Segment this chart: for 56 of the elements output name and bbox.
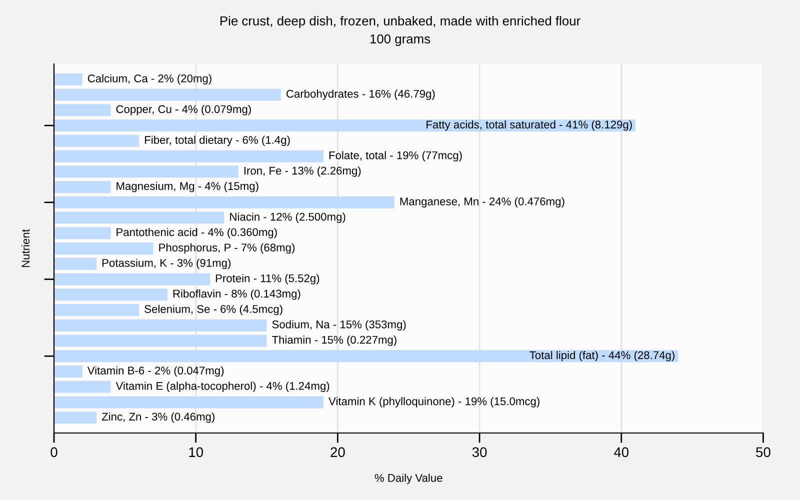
bar — [54, 396, 324, 408]
x-tick-label: 50 — [756, 447, 770, 458]
bar — [54, 412, 97, 424]
x-tick-label: 30 — [472, 447, 487, 458]
bar — [54, 104, 111, 116]
chart-title: Pie crust, deep dish, frozen, unbaked, made with enriched flour — [220, 16, 580, 28]
y-tick-label: Vitamin E (alpha-tocopherol) - 4% (1.24mg) — [116, 382, 330, 392]
bar — [54, 166, 238, 178]
bar — [54, 319, 267, 332]
bar — [54, 380, 111, 393]
bar — [54, 304, 140, 316]
y-tick-label: Potassium, K - 3% (91mg) — [102, 258, 231, 270]
bar — [54, 258, 97, 270]
y-tick-label: Manganese, Mn - 24% (0.476mg) — [400, 197, 564, 208]
y-tick-label: Iron, Fe - 13% (2.26mg) — [244, 166, 361, 177]
y-tick-label: Niacin - 12% (2.500mg) — [230, 212, 346, 223]
y-tick-label: Calcium, Ca - 2% (20mg) — [88, 74, 212, 85]
y-tick-label: Phosphorus, P - 7% (68mg) — [159, 243, 294, 254]
bar — [54, 120, 636, 132]
y-tick-label: Copper, Cu - 4% (0.079mg) — [116, 104, 251, 116]
bar — [54, 350, 678, 362]
x-tick-label: 0 — [50, 447, 58, 458]
bar — [54, 134, 140, 147]
bar — [54, 88, 281, 101]
chart-subtitle: 100 grams — [370, 34, 430, 46]
y-tick-label: Sodium, Na - 15% (353mg) — [272, 320, 406, 331]
y-tick-label: Vitamin B-6 - 2% (0.047mg) — [87, 366, 224, 377]
bar — [54, 273, 210, 286]
y-tick-label: Riboflavin - 8% (0.143mg) — [173, 289, 300, 300]
y-tick-label: Thiamin - 15% (0.227mg) — [272, 336, 396, 346]
y-tick-label: Magnesium, Mg - 4% (15mg) — [116, 182, 258, 192]
bar — [54, 242, 154, 254]
y-tick-label: Vitamin K (phylloquinone) - 19% (15.0mcg) — [328, 397, 540, 408]
x-tick-label: 40 — [614, 447, 629, 458]
bar — [54, 181, 111, 193]
y-tick-label: Folate, total - 19% (77mcg) — [329, 151, 462, 162]
bar — [54, 366, 82, 378]
bar — [54, 150, 324, 162]
bar — [54, 334, 267, 347]
bar — [54, 227, 111, 240]
bar — [54, 212, 224, 224]
bar — [54, 196, 394, 208]
y-tick-label: Pantothenic acid - 4% (0.360mg) — [116, 228, 277, 238]
y-tick-label: Total lipid (fat) - 44% (28.74g) — [530, 350, 674, 362]
bar — [54, 73, 82, 86]
x-tick-label: 20 — [330, 447, 345, 458]
y-tick-label: Zinc, Zn - 3% (0.46mg) — [102, 412, 214, 423]
x-axis-title: % Daily Value — [374, 474, 442, 484]
y-tick-label: Selenium, Se - 6% (4.5mcg) — [144, 304, 282, 316]
y-tick-label: Fatty acids, total saturated - 41% (8.129g) — [426, 120, 632, 131]
y-axis-title: Nutrient — [21, 229, 30, 268]
y-tick-label: Fiber, total dietary - 6% (1.4g) — [145, 136, 290, 146]
x-tick-label: 10 — [189, 447, 204, 458]
y-tick-label: Carbohydrates - 16% (46.79g) — [286, 90, 435, 100]
bar — [54, 288, 168, 301]
y-tick-label: Protein - 11% (5.52g) — [216, 274, 320, 284]
